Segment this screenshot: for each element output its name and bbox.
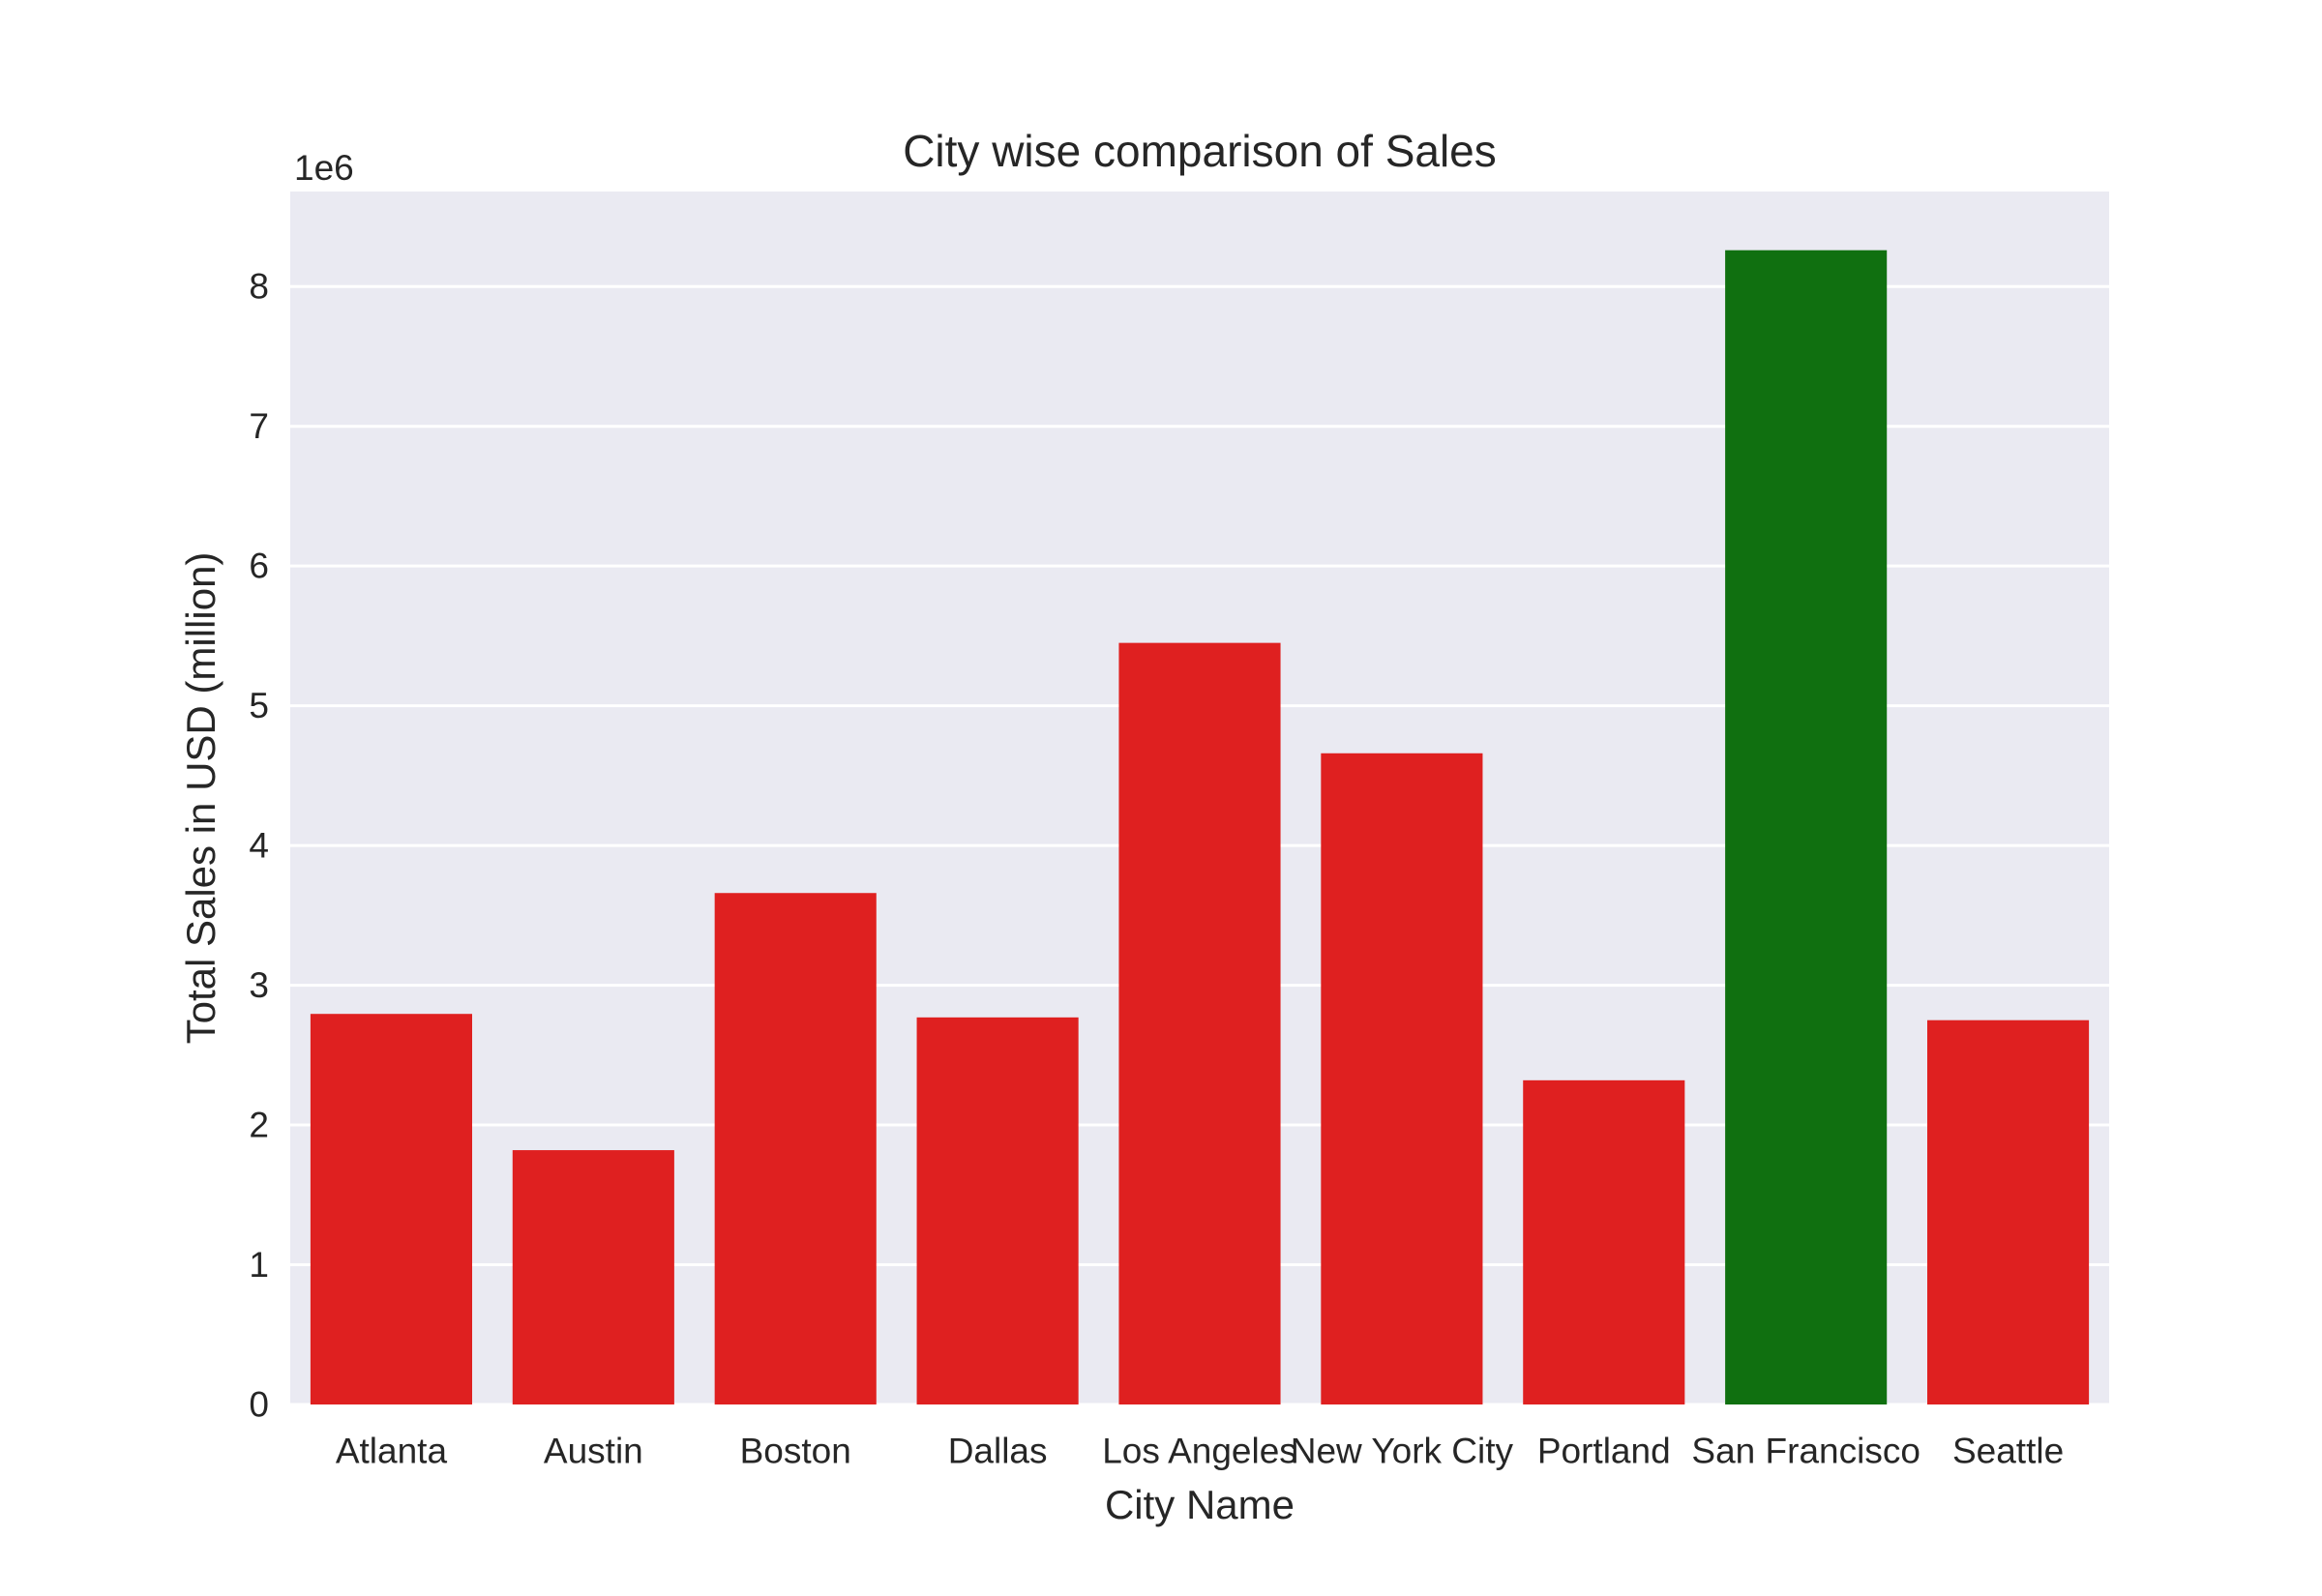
y-tick-label: 3 — [249, 965, 269, 1005]
y-tick-label: 6 — [249, 547, 269, 586]
y-tick-label: 8 — [249, 267, 269, 307]
y-tick-label: 4 — [249, 826, 269, 866]
x-tick-label: Boston — [740, 1432, 851, 1471]
bar-austin — [512, 1150, 674, 1404]
bar-san-francisco — [1725, 250, 1888, 1404]
y-tick-label: 5 — [249, 686, 269, 725]
x-axis-label: City Name — [1105, 1482, 1295, 1527]
bar-dallas — [916, 1017, 1079, 1404]
x-tick-label: San Francisco — [1691, 1432, 1920, 1471]
x-axis-ticks: Atlanta Austin Boston Dallas Los AngelesNew … — [336, 1432, 2064, 1471]
y-axis-ticks: 0 1 2 3 4 5 6 7 8 — [249, 267, 269, 1425]
x-tick-label: Seattle — [1952, 1432, 2064, 1471]
bar-portland — [1523, 1079, 1685, 1404]
x-tick-label: Dallas — [948, 1432, 1048, 1471]
bar-atlanta — [310, 1014, 472, 1404]
bars — [310, 250, 2090, 1404]
x-tick-label: Austin — [544, 1432, 643, 1471]
chart-title: City wise comparison of Sales — [903, 126, 1497, 176]
y-tick-label: 1 — [249, 1245, 269, 1285]
x-tick-label: Los Angeles — [1102, 1432, 1297, 1471]
y-axis-label: Total Sales in USD (million) — [178, 552, 223, 1045]
y-axis-offset-label: 1e6 — [294, 148, 354, 188]
bar-new-york-city — [1321, 753, 1483, 1404]
bar-los-angeles — [1118, 642, 1281, 1404]
y-tick-label: 2 — [249, 1106, 269, 1145]
x-tick-label: Portland — [1537, 1432, 1671, 1471]
y-tick-label: 0 — [249, 1385, 269, 1425]
x-tick-label: New York City — [1291, 1432, 1514, 1471]
y-tick-label: 7 — [249, 406, 269, 446]
x-tick-label: Atlanta — [336, 1432, 448, 1471]
bar-boston — [714, 893, 877, 1404]
bar-seattle — [1927, 1020, 2090, 1404]
